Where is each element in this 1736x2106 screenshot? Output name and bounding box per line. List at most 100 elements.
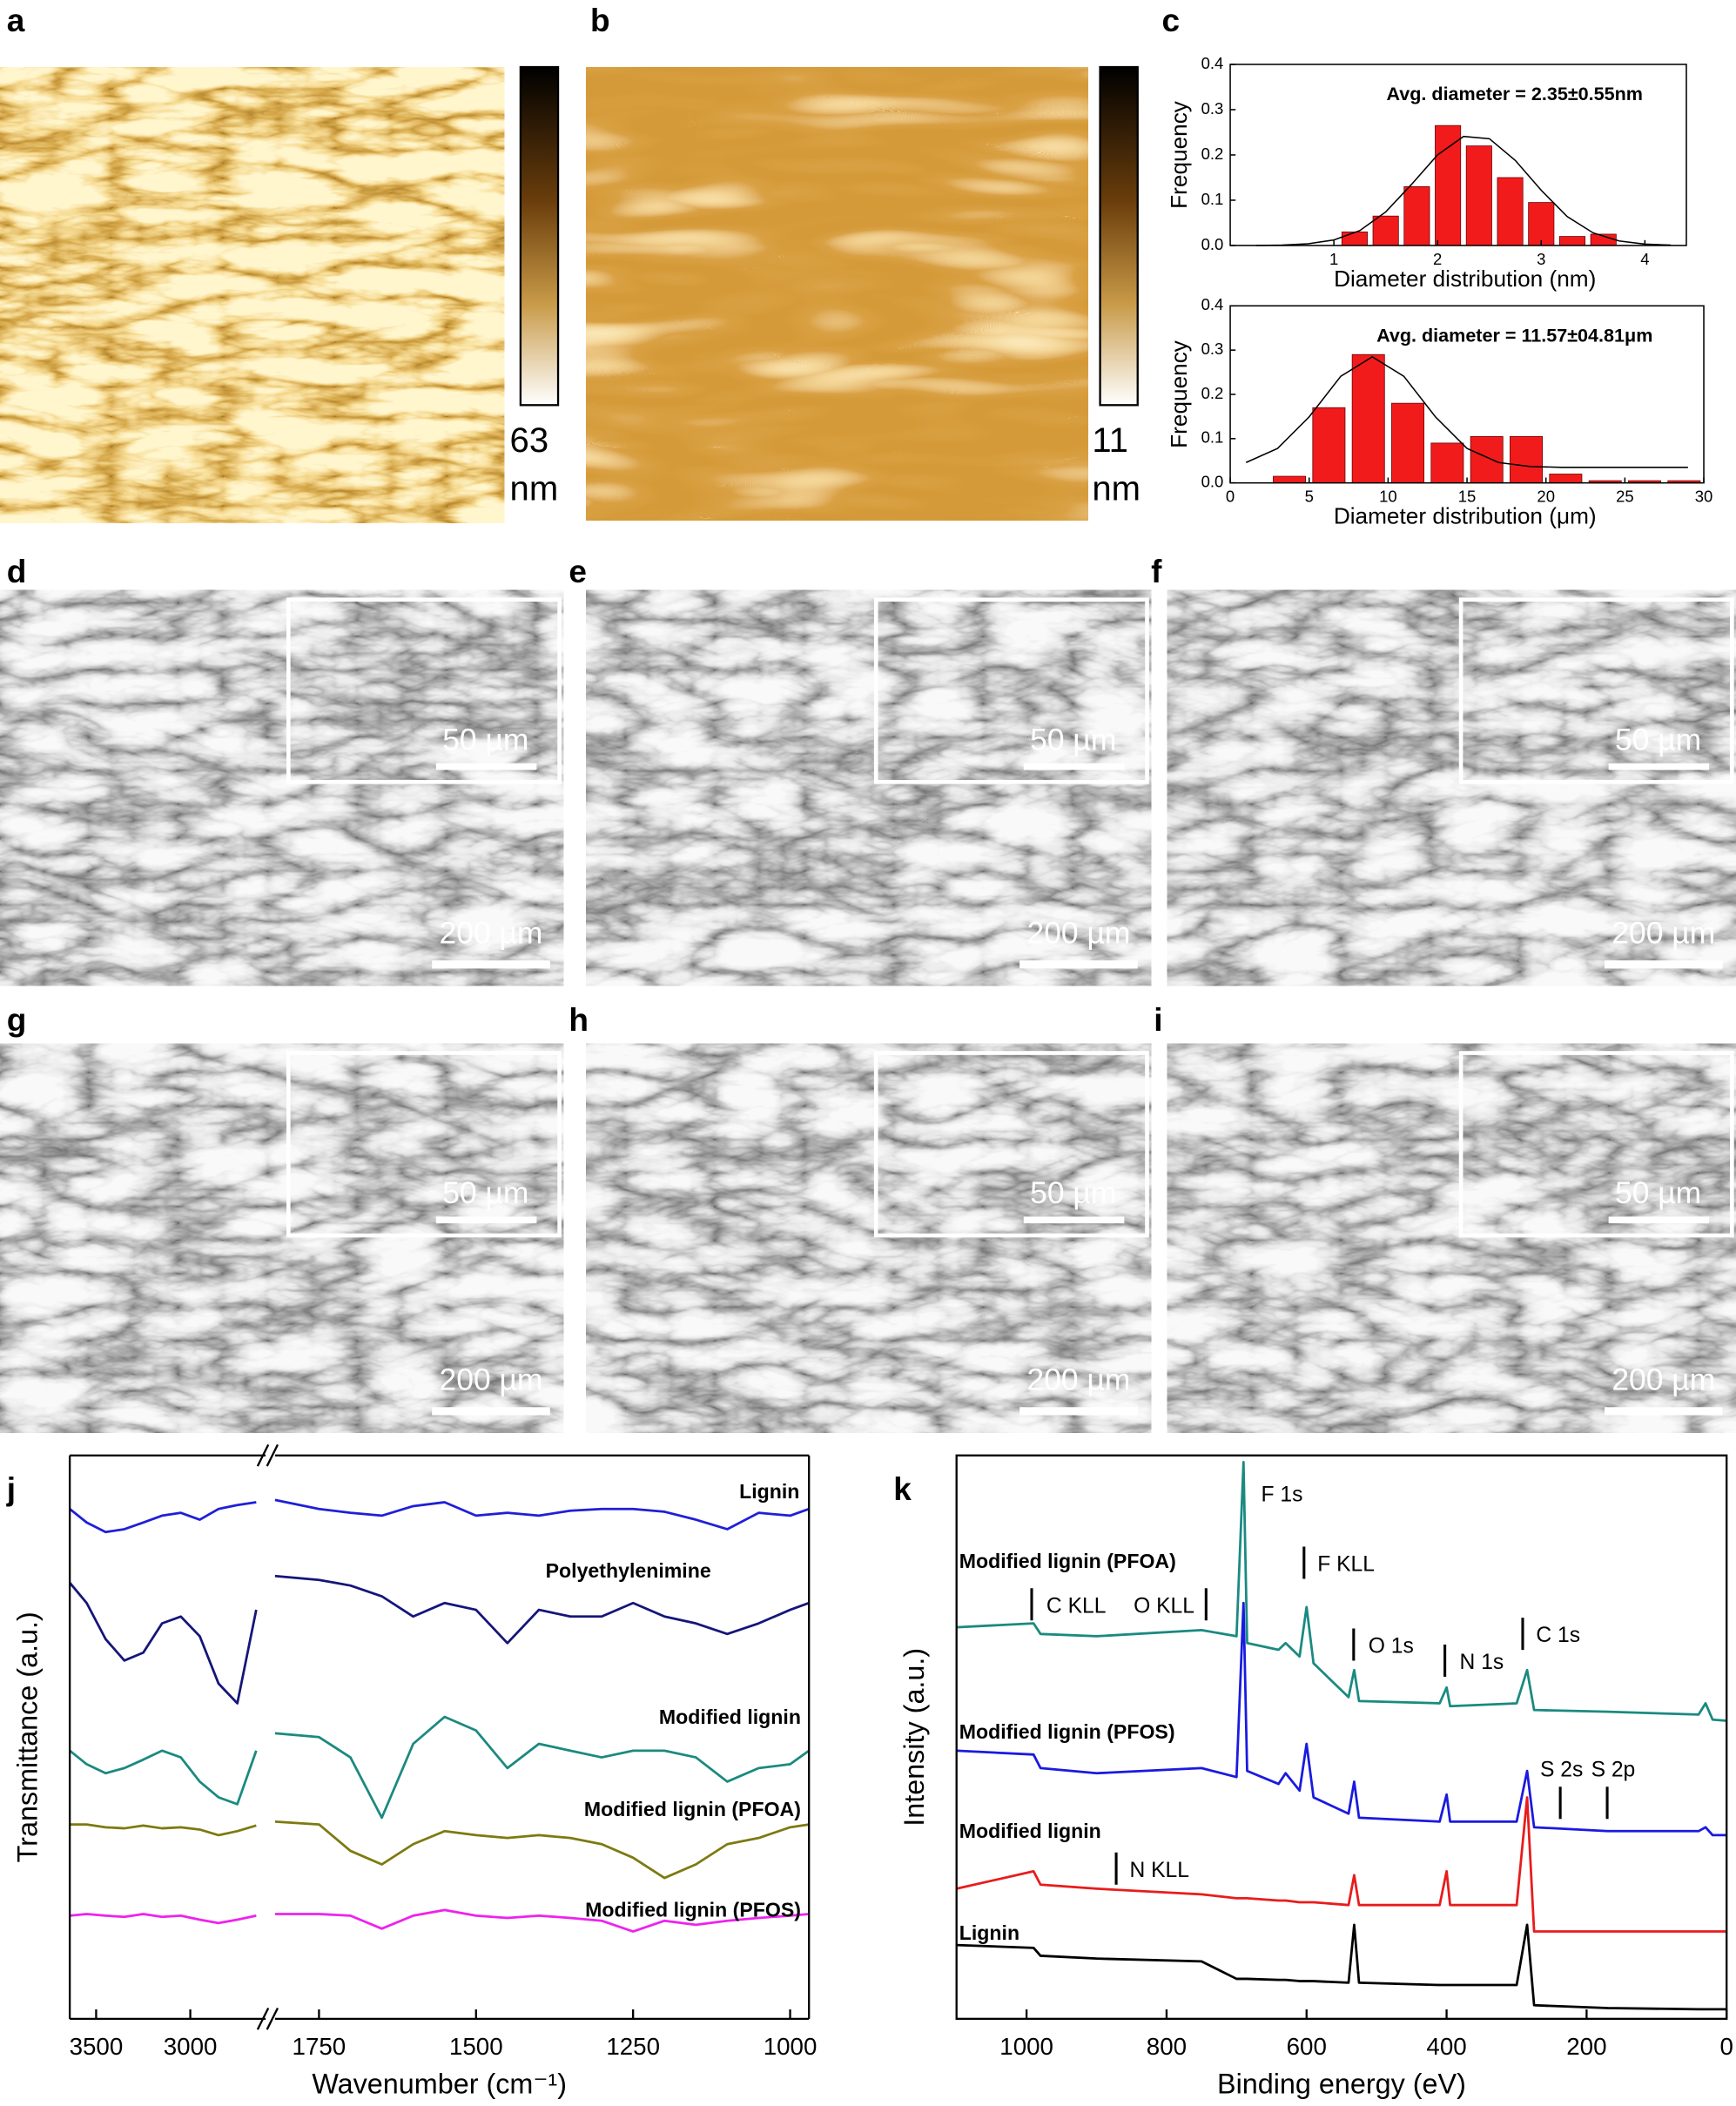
bar — [1465, 145, 1492, 246]
scale-bar-label: 200 µm — [440, 915, 543, 950]
bar — [1341, 231, 1368, 246]
sem-inset-border — [286, 1051, 562, 1238]
sem-inset-border — [1458, 597, 1734, 784]
x-tick-label: 3 — [1537, 250, 1545, 268]
series-label: Lignin — [739, 1480, 799, 1503]
scale-bar-label: 50 µm — [1615, 722, 1701, 757]
series-label: Polyethylenimine — [546, 1559, 711, 1582]
scale-bar-label: 200 µm — [1612, 1362, 1715, 1396]
panel-label: d — [7, 554, 27, 589]
afm-image — [586, 67, 1088, 521]
bar — [1430, 442, 1464, 484]
panel-label: k — [893, 1471, 912, 1507]
y-axis-label: Frequency — [1166, 100, 1192, 209]
x-tick-label: 1500 — [449, 2033, 503, 2060]
panel-label: j — [6, 1471, 16, 1507]
x-axis-label: Binding energy (eV) — [1217, 2068, 1466, 2099]
scale-bar — [1023, 763, 1125, 770]
bar — [1312, 407, 1346, 484]
bar — [1528, 202, 1555, 246]
sem-inset — [873, 597, 1149, 784]
x-axis-label: Wavenumber (cm⁻¹) — [312, 2068, 567, 2099]
axis-frame — [955, 1454, 1728, 2021]
bar — [1549, 474, 1583, 484]
scale-bar — [1608, 1216, 1710, 1224]
series-label: Modified lignin (PFOA) — [959, 1550, 1176, 1572]
bar — [1470, 435, 1504, 484]
x-tick-label: 30 — [1695, 488, 1713, 506]
colorbar-unit: nm — [1092, 469, 1141, 508]
x-tick-label: 20 — [1537, 488, 1555, 506]
spectrum-line — [69, 1908, 810, 1933]
y-tick-label: 0.0 — [1201, 235, 1224, 253]
y-tick-label: 0.2 — [1201, 384, 1224, 402]
scale-bar — [432, 960, 550, 969]
x-axis-label: Diameter distribution (nm) — [1334, 266, 1596, 292]
series-label: Modified lignin (PFOS) — [585, 1899, 801, 1921]
x-tick-label: 3000 — [164, 2033, 218, 2060]
scale-bar — [1019, 960, 1138, 969]
colorbar — [1099, 65, 1139, 407]
series-label: Modified lignin (PFOS) — [959, 1720, 1175, 1743]
y-tick-label: 0.3 — [1201, 340, 1224, 358]
y-tick-label: 0.2 — [1201, 145, 1224, 163]
scale-bar — [435, 763, 537, 770]
y-axis-label: Transmittance (a.u.) — [11, 1611, 43, 1862]
x-tick-label: 5 — [1305, 488, 1314, 506]
axis-break — [266, 1443, 279, 1467]
x-tick-label: 0 — [1720, 2033, 1733, 2060]
scale-bar-label: 50 µm — [1030, 722, 1116, 757]
bar — [1497, 177, 1524, 246]
y-tick-label: 0.4 — [1201, 54, 1224, 72]
x-axis-label: Diameter distribution (μm) — [1334, 503, 1597, 529]
bar — [1391, 402, 1425, 484]
scale-bar-label: 50 µm — [442, 722, 528, 757]
afm-image — [0, 67, 505, 523]
axis-break — [256, 1443, 270, 1467]
colorbar-max: 11 — [1092, 421, 1128, 460]
x-tick-label: 1000 — [999, 2033, 1053, 2060]
scale-bar-label: 200 µm — [440, 1362, 543, 1396]
scale-bar — [1023, 1216, 1125, 1224]
peak-label: O KLL — [1134, 1594, 1194, 1618]
y-tick-label: 0.1 — [1201, 428, 1224, 447]
x-tick-label: 15 — [1458, 488, 1477, 506]
fit-curve — [1245, 355, 1688, 468]
peak-label: N KLL — [1129, 1859, 1188, 1882]
bar — [1273, 475, 1307, 484]
scale-bar — [1019, 1407, 1138, 1416]
scale-bar-label: 200 µm — [1026, 915, 1130, 950]
panel-label: a — [7, 3, 25, 38]
panel-label: i — [1154, 1002, 1162, 1038]
x-tick-label: 3500 — [70, 2033, 124, 2060]
spectrum-line — [956, 1796, 1727, 1933]
x-tick-label: 2 — [1433, 250, 1442, 268]
axis-break — [256, 2008, 270, 2030]
sem-inset-border — [1458, 1051, 1734, 1238]
series-label: Modified lignin — [959, 1820, 1101, 1842]
x-tick-label: 1000 — [764, 2033, 818, 2060]
x-tick-label: 600 — [1287, 2033, 1327, 2060]
y-tick-label: 0.1 — [1201, 190, 1224, 208]
bar — [1403, 185, 1430, 246]
sem-inset-border — [873, 1051, 1149, 1238]
bar — [1510, 435, 1544, 484]
panel-label: b — [590, 3, 610, 38]
scale-bar — [1608, 763, 1710, 770]
spectrum-line — [69, 1498, 810, 1534]
y-tick-label: 0.4 — [1201, 295, 1224, 313]
bar — [1351, 353, 1385, 484]
scale-bar-label: 200 µm — [1612, 915, 1715, 950]
scale-bar — [1604, 1407, 1723, 1416]
bar — [1558, 236, 1586, 246]
x-tick-label: 1750 — [293, 2033, 347, 2060]
colorbar-max: 63 — [510, 421, 549, 460]
y-axis-label: Frequency — [1166, 340, 1192, 448]
x-tick-label: 400 — [1426, 2033, 1466, 2060]
annotation: Avg. diameter = 2.35±0.55nm — [1386, 83, 1643, 104]
panel-label: g — [7, 1002, 27, 1038]
spectrum-line — [69, 1574, 810, 1705]
series-label: Modified lignin (PFOA) — [584, 1798, 801, 1820]
